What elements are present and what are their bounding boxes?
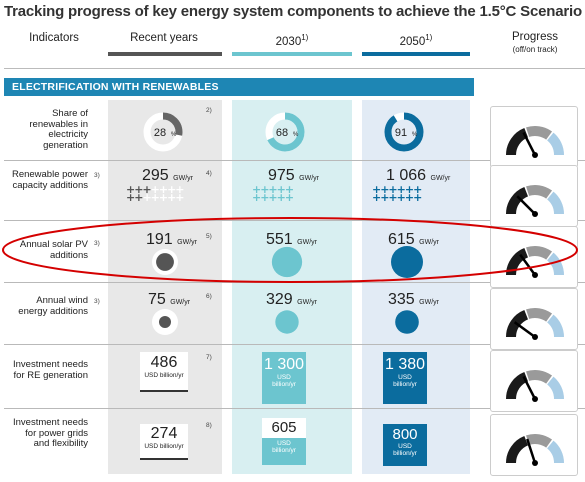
donut-2050: 91 % bbox=[384, 112, 424, 152]
header-indicators: Indicators bbox=[29, 32, 79, 44]
value-2030: 329 GW/yr bbox=[266, 291, 317, 308]
panel-2050 bbox=[362, 100, 470, 474]
section-title: ELECTRIFICATION WITH RENEWABLES bbox=[4, 78, 474, 96]
row-note: 2) bbox=[206, 107, 212, 114]
gauge-icon bbox=[506, 246, 564, 278]
gauge-icon bbox=[506, 434, 564, 466]
bubble-y2030 bbox=[271, 246, 303, 278]
bubble-y2030 bbox=[275, 310, 299, 334]
money-box-recent: 274 USD billion/yr bbox=[140, 424, 188, 460]
panel-recent bbox=[108, 100, 222, 474]
money-unit-b: billion/yr bbox=[272, 381, 296, 388]
gauge-icon bbox=[506, 308, 564, 340]
money-unit-b: billion/yr bbox=[272, 447, 296, 454]
money-value: 486 bbox=[150, 354, 178, 371]
donut-unit: % bbox=[412, 132, 418, 138]
donut-value: 68 bbox=[276, 127, 288, 139]
bubble-y2050 bbox=[391, 246, 423, 278]
money-unit: USD billion/yr bbox=[144, 372, 184, 379]
donut-recent: 28 % bbox=[143, 112, 183, 152]
plus-icons-recent: +++++++ +++++++ bbox=[126, 183, 185, 204]
donut-value: 28 bbox=[154, 127, 166, 139]
plus-icons-2030: +++++ +++++ bbox=[252, 183, 294, 204]
header-bar-2050 bbox=[362, 52, 470, 56]
progress-gauge bbox=[490, 350, 578, 412]
money-value: 1 380 bbox=[384, 356, 426, 373]
row-note: 3) bbox=[94, 298, 100, 305]
donut-unit: % bbox=[293, 132, 299, 138]
value-2050: 335 GW/yr bbox=[388, 291, 439, 308]
money-value: 605 bbox=[262, 418, 306, 438]
money-box-recent: 486 USD billion/yr bbox=[140, 352, 188, 392]
gauge-icon bbox=[506, 370, 564, 402]
bubble-recent bbox=[159, 316, 171, 328]
row-note: 3) bbox=[94, 172, 100, 179]
progress-gauge bbox=[490, 106, 578, 168]
row-label: Renewable power capacity additions bbox=[11, 169, 88, 191]
row-label: Investment needs for RE generation bbox=[13, 359, 88, 381]
row-divider bbox=[4, 408, 585, 409]
money-unit: USD billion/yr bbox=[144, 443, 184, 450]
money-unit-b: billion/yr bbox=[393, 381, 417, 388]
donut-value: 91 bbox=[395, 127, 407, 139]
value-recent: 295 GW/yr bbox=[142, 167, 193, 184]
money-value: 274 bbox=[150, 425, 178, 442]
money-box-2050: 1 380 USD billion/yr bbox=[383, 352, 427, 404]
row-divider bbox=[4, 344, 585, 345]
row-label: Share of renewables in electricity gener… bbox=[29, 108, 88, 151]
money-unit-b: billion/yr bbox=[393, 450, 417, 457]
row-label: Annual wind energy additions bbox=[18, 295, 88, 317]
donut-2030: 68 % bbox=[265, 112, 305, 152]
header-2030: 20301) bbox=[275, 33, 309, 48]
donut-unit: % bbox=[171, 132, 177, 138]
row-divider bbox=[4, 160, 585, 161]
value-2030: 975 GW/yr bbox=[268, 167, 319, 184]
money-unit-a: USD bbox=[398, 374, 412, 381]
money-box-2050: 800 USD billion/yr bbox=[383, 424, 427, 466]
row-note: 4) bbox=[206, 170, 212, 177]
money-box-2030: 605 USD billion/yr bbox=[262, 418, 306, 465]
header-recent: Recent years bbox=[130, 32, 198, 44]
chart-title: Tracking progress of key energy system c… bbox=[4, 3, 582, 20]
header-progress: Progress (off/on track) bbox=[511, 31, 559, 54]
header-bar-recent bbox=[108, 52, 222, 56]
money-unit-a: USD bbox=[277, 440, 291, 447]
value-2050: 1 066 GW/yr bbox=[386, 167, 451, 184]
value-recent: 75 GW/yr bbox=[148, 291, 191, 308]
progress-gauge bbox=[490, 414, 578, 476]
header-2050: 20501) bbox=[399, 33, 433, 48]
gauge-icon bbox=[506, 126, 564, 158]
plus-icons-2050: ++++++ ++++++ bbox=[372, 183, 422, 204]
row-label: Investment needs for power grids and fle… bbox=[13, 417, 88, 449]
row-note: 6) bbox=[206, 293, 212, 300]
panel-2030 bbox=[232, 100, 352, 474]
row-note: 7) bbox=[206, 354, 212, 361]
row-note: 8) bbox=[206, 422, 212, 429]
header-bar-2030 bbox=[232, 52, 352, 56]
money-value: 1 300 bbox=[263, 356, 305, 373]
money-box-2030: 1 300 USD billion/yr bbox=[262, 352, 306, 404]
progress-gauge bbox=[490, 226, 578, 288]
bubble-y2050 bbox=[395, 310, 419, 334]
gauge-icon bbox=[506, 185, 564, 217]
progress-gauge bbox=[490, 165, 578, 227]
progress-gauge bbox=[490, 288, 578, 350]
bubble-recent bbox=[156, 253, 174, 271]
money-unit-a: USD bbox=[398, 443, 412, 450]
money-value: 800 bbox=[392, 426, 418, 443]
money-unit-a: USD bbox=[277, 374, 291, 381]
header-divider bbox=[4, 68, 585, 69]
